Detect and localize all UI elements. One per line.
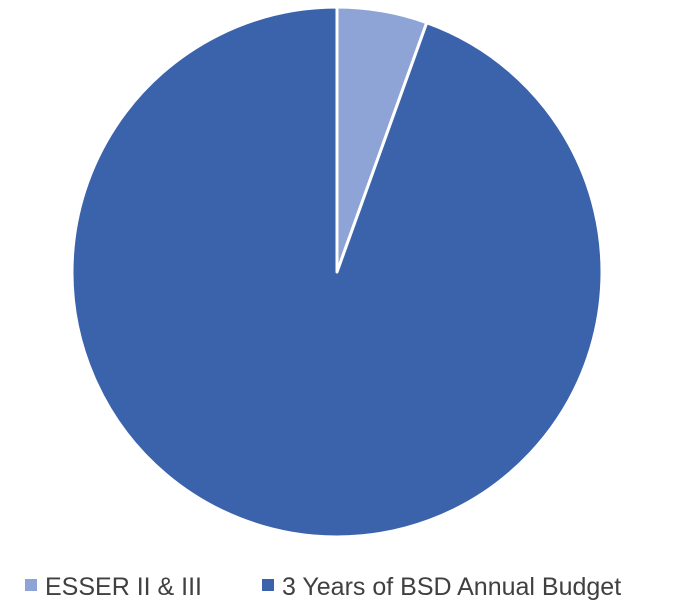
pie-slice-2 [70,5,604,539]
pie-slices [70,5,604,539]
legend-swatch-1 [25,579,37,591]
legend-label-1: ESSER II & III [45,573,202,601]
legend-swatch-2 [262,579,274,591]
legend: ESSER II & III 3 Years of BSD Annual Budg… [25,573,621,601]
legend-label-2: 3 Years of BSD Annual Budget [282,573,621,601]
